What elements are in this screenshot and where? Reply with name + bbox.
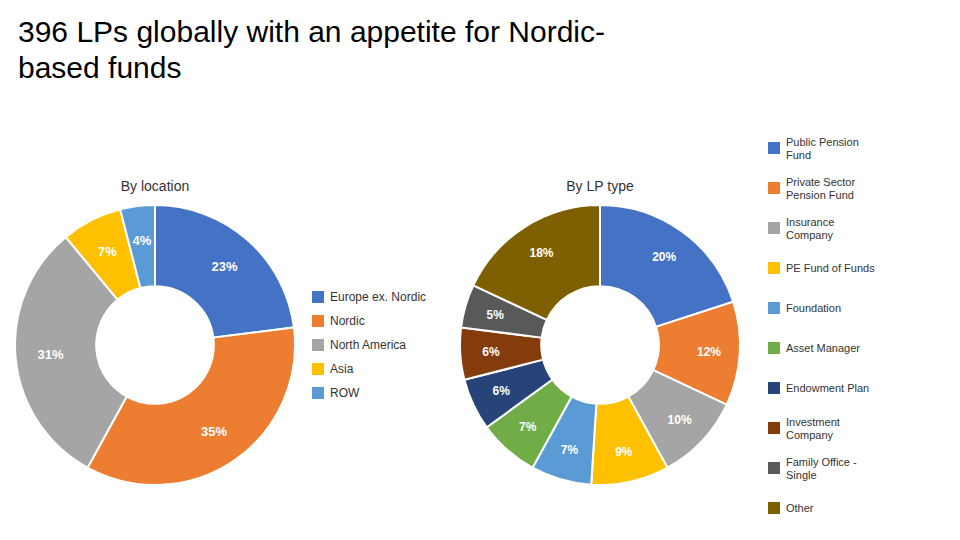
- legend-entry: Asset Manager: [786, 342, 860, 354]
- legend-entry: InsuranceCompany: [786, 216, 834, 241]
- text-line: Public Pension: [786, 136, 859, 148]
- data-label: 23%: [211, 259, 237, 274]
- legend-swatch: [768, 302, 780, 314]
- legend-swatch: [768, 182, 780, 194]
- data-label: 20%: [652, 250, 676, 264]
- legend-swatch: [768, 462, 780, 474]
- legend-entry: Nordic: [330, 314, 365, 328]
- legend-swatch: [768, 502, 780, 514]
- data-label: 10%: [668, 413, 692, 427]
- text-line: Fund: [786, 149, 811, 161]
- legend-swatch: [312, 363, 324, 375]
- text-line: Pension Fund: [786, 189, 854, 201]
- legend-swatch: [768, 262, 780, 274]
- title: 396 LPs globally with an appetite for No…: [18, 15, 605, 84]
- text-line: ROW: [330, 386, 360, 400]
- pie-slice: [591, 397, 667, 485]
- chart-title: By location: [121, 178, 189, 194]
- legend: Public PensionFund Private SectorPension …: [768, 136, 875, 515]
- legend-swatch: [768, 382, 780, 394]
- legend-swatch: [312, 315, 324, 327]
- data-label: 12%: [697, 345, 721, 359]
- text-line: Other: [786, 502, 814, 514]
- legend-entry: North America: [330, 338, 406, 352]
- text-line: Nordic: [330, 314, 365, 328]
- text-line: Investment: [786, 416, 840, 428]
- pie-slice: [155, 205, 294, 338]
- legend-entry: Foundation: [786, 302, 841, 314]
- legend-swatch: [312, 387, 324, 399]
- legend-swatch: [768, 142, 780, 154]
- data-label: 7%: [519, 420, 537, 434]
- legend-swatch: [768, 422, 780, 434]
- data-label: 31%: [37, 347, 63, 362]
- chart-root: 396 LPs globally with an appetite for No…: [0, 0, 960, 540]
- data-label: 9%: [615, 445, 633, 459]
- text-line: Foundation: [786, 302, 841, 314]
- legend-entry: Europe ex. Nordic: [330, 290, 426, 304]
- data-label: 7%: [98, 244, 117, 259]
- legend-entry: Private SectorPension Fund: [786, 176, 855, 201]
- text-line: Asia: [330, 362, 354, 376]
- legend-entry: Asia: [330, 362, 354, 376]
- text-line: Private Sector: [786, 176, 855, 188]
- legend-swatch: [312, 339, 324, 351]
- text-line: based funds: [18, 51, 181, 84]
- legend-entry: Public PensionFund: [786, 136, 859, 161]
- pie: 20% 12% 10% 9% 7% 7% 6% 6% 5% 18%: [460, 205, 740, 485]
- pie-slice: [473, 205, 600, 320]
- data-label: 4%: [132, 233, 151, 248]
- legend-entry: Family Office -Single: [786, 456, 857, 481]
- text-line: 396 LPs globally with an appetite for No…: [18, 15, 605, 48]
- text-line: Europe ex. Nordic: [330, 290, 426, 304]
- legend-swatch: [312, 291, 324, 303]
- text-line: Asset Manager: [786, 342, 860, 354]
- legend-entry: Other: [786, 502, 814, 514]
- chart-title: By LP type: [566, 178, 634, 194]
- data-label: 6%: [482, 345, 500, 359]
- text-line: Insurance: [786, 216, 834, 228]
- legend-swatch: [768, 342, 780, 354]
- legend-entry: ROW: [330, 386, 360, 400]
- data-label: 7%: [561, 443, 579, 457]
- pie-chart: By location 23% 35% 31% 7% 4% Europe ex. Nordi…: [15, 178, 426, 485]
- pie-chart: By LP type 20% 12% 10% 9% 7% 7% 6% 6% 5% 18% Public…: [460, 136, 875, 515]
- pie-slice: [120, 205, 155, 288]
- data-label: 18%: [529, 246, 553, 260]
- text-line: Company: [786, 229, 834, 241]
- legend-entry: InvestmentCompany: [786, 416, 840, 441]
- text-line: Single: [786, 469, 817, 481]
- legend-swatch: [768, 222, 780, 234]
- legend-entry: PE Fund of Funds: [786, 262, 875, 274]
- text-line: Company: [786, 429, 834, 441]
- text-line: North America: [330, 338, 406, 352]
- text-line: Endowment Plan: [786, 382, 869, 394]
- text-line: PE Fund of Funds: [786, 262, 875, 274]
- data-label: 6%: [493, 384, 511, 398]
- legend: Europe ex. Nordic Nordic North America Asia…: [312, 290, 426, 400]
- data-label: 35%: [201, 424, 227, 439]
- text-line: Family Office -: [786, 456, 857, 468]
- pie: 23% 35% 31% 7% 4%: [15, 205, 295, 485]
- data-label: 5%: [486, 308, 504, 322]
- legend-entry: Endowment Plan: [786, 382, 869, 394]
